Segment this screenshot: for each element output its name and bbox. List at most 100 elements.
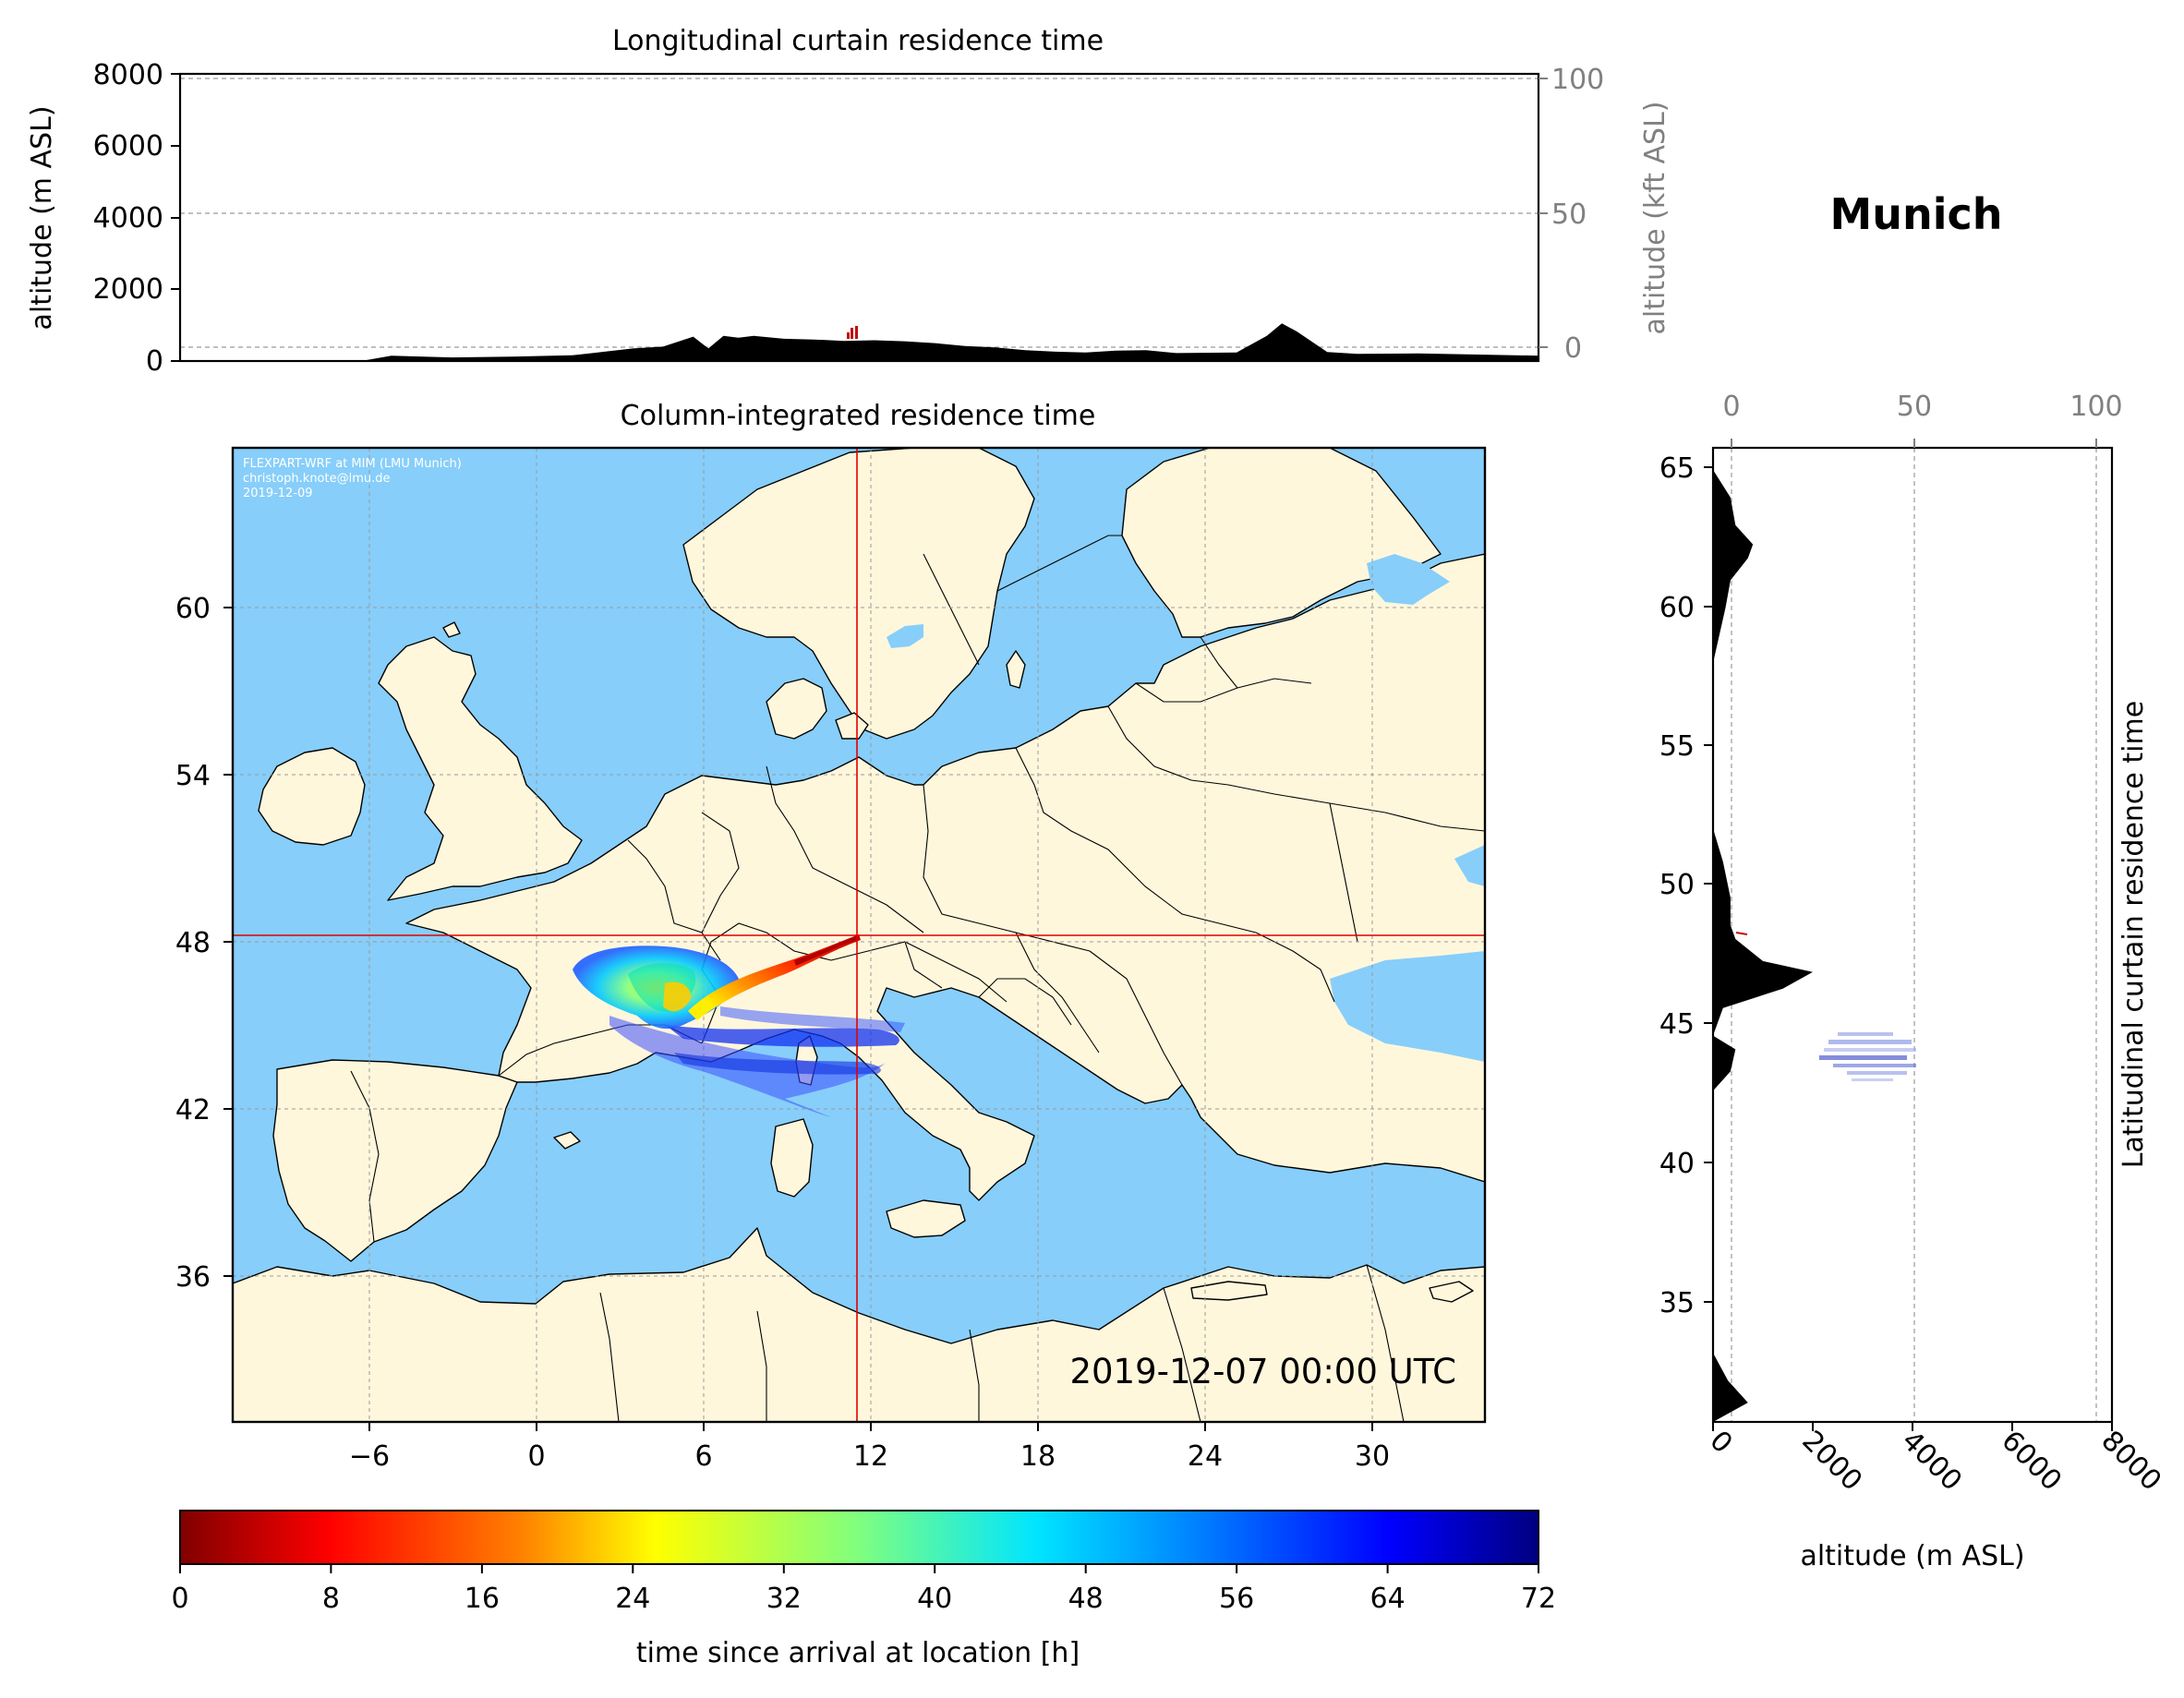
latitudinal-x2tick-label: 100: [2069, 391, 2122, 423]
land-gotland: [1006, 650, 1026, 689]
longitudinal-ytick-label: 6000: [93, 130, 163, 163]
map-xtick-label: 30: [1355, 1440, 1390, 1473]
credit-line-1: FLEXPART-WRF at MIM (LMU Munich): [243, 457, 462, 471]
colorbar-ticks: [179, 1564, 1539, 1573]
longitudinal-gridlines: [180, 78, 1538, 348]
latitudinal-ytick-label: 50: [1659, 869, 1695, 901]
colorbar-tick-label: 16: [465, 1583, 500, 1615]
longitudinal-right-yaxis: 0 50 100: [1538, 64, 1604, 365]
lake-vanern: [887, 624, 923, 648]
latitudinal-x2tick-label: 0: [1722, 391, 1740, 423]
plume-blue-band-2: [674, 1053, 881, 1075]
latitudinal-axes-frame: [1711, 446, 2114, 1424]
map-ytick-label: 48: [175, 927, 211, 959]
land-sardinia: [770, 1118, 814, 1198]
longitudinal-ylabel: altitude (m ASL): [26, 105, 58, 330]
latitudinal-xtick-label: 4000: [1895, 1425, 1968, 1498]
map-ytick-label: 36: [175, 1261, 211, 1294]
latitudinal-blue-plume: [1819, 1032, 1916, 1081]
location-title: Munich: [1829, 189, 2002, 239]
colorbar: 0 8 16 24 32 40 48 56 64 72 time since a…: [171, 1510, 1556, 1669]
longitudinal-y2tick-label: 100: [1551, 64, 1604, 96]
plume-trail-red-narrow: [794, 935, 860, 966]
latitudinal-ytick-label: 35: [1659, 1287, 1695, 1319]
land-balearics: [553, 1131, 581, 1150]
colorbar-label: time since arrival at location [h]: [636, 1637, 1080, 1669]
map-ytick-label: 54: [175, 760, 211, 792]
latitudinal-curtain-panel: 35 40 45 50 55 60 65 0 50 100 0 2000 40 0: [1659, 391, 2167, 1572]
latitudinal-plume-mark: [1735, 932, 1748, 935]
map-ytick-label: 60: [175, 593, 211, 625]
longitudinal-ytick-label: 8000: [93, 59, 163, 91]
land-zealand: [835, 712, 869, 740]
receptor-crosshair: [233, 448, 1485, 1422]
map-xtick-label: 24: [1188, 1440, 1223, 1473]
map-xaxis: −6 0 6 12 18 24 30: [349, 1422, 1390, 1473]
land-cyprus: [1429, 1281, 1474, 1303]
longitudinal-curtain-panel: Longitudinal curtain residence time 0 20…: [26, 25, 1671, 378]
longitudinal-ytick-label: 2000: [93, 273, 163, 306]
latitudinal-xtick-label: 8000: [2094, 1425, 2167, 1498]
credit-text: FLEXPART-WRF at MIM (LMU Munich) christo…: [243, 457, 462, 500]
longitudinal-panel-title: Longitudinal curtain residence time: [612, 25, 1104, 57]
latitudinal-ytick-label: 45: [1659, 1008, 1695, 1041]
map-xtick-label: 12: [853, 1440, 888, 1473]
latitudinal-ytick-label: 60: [1659, 592, 1695, 624]
timestamp-label: 2019-12-07 00:00 UTC: [1069, 1352, 1456, 1391]
land-sicily: [886, 1199, 966, 1238]
colorbar-tick-label: 72: [1521, 1583, 1556, 1615]
latitudinal-ytick-label: 40: [1659, 1148, 1695, 1180]
land-crete: [1190, 1281, 1268, 1301]
credit-line-3: 2019-12-09: [243, 487, 313, 500]
colorbar-tick-label: 8: [322, 1583, 340, 1615]
longitudinal-axes-frame: [178, 72, 1540, 363]
latitudinal-terrain-area: [1713, 448, 1813, 1422]
colorbar-tick-labels: 0 8 16 24 32 40 48 56 64 72: [171, 1583, 1556, 1615]
colorbar-tick-label: 48: [1068, 1583, 1104, 1615]
country-borders: [350, 535, 1485, 1422]
plume-core-yellow: [663, 981, 692, 1012]
map-xtick-label: 18: [1020, 1440, 1056, 1473]
longitudinal-plume-mark: [847, 326, 858, 339]
land-orkney: [442, 621, 461, 638]
black-sea: [1330, 951, 1485, 1062]
caspian-sea-edge: [1454, 845, 1485, 886]
land-north-africa: [233, 1227, 1485, 1422]
latitudinal-xtick-label: 6000: [1995, 1425, 2068, 1498]
longitudinal-y2label: altitude (kft ASL): [1639, 101, 1671, 334]
latitudinal-xtick-label: 2000: [1795, 1425, 1868, 1498]
latitudinal-xlabel: altitude (m ASL): [1800, 1540, 2024, 1572]
map-panel: Column-integrated residence time: [175, 400, 1487, 1473]
colorbar-tick-label: 32: [766, 1583, 802, 1615]
latitudinal-ytick-label: 55: [1659, 730, 1695, 763]
longitudinal-ytick-label: 4000: [93, 202, 163, 235]
credit-line-2: christoph.knote@lmu.de: [243, 472, 391, 486]
colorbar-tick-label: 0: [171, 1583, 188, 1615]
latitudinal-yaxis: 35 40 45 50 55 60 65: [1659, 452, 1713, 1319]
residence-time-plume: [573, 934, 905, 1117]
latitudinal-xtick-label: 0: [1703, 1425, 1738, 1460]
land-ireland: [258, 747, 366, 846]
longitudinal-terrain-area: [180, 323, 1538, 361]
land-great-britain: [378, 636, 583, 901]
lake-ladoga: [1367, 554, 1450, 605]
map-gridlines: [233, 448, 1485, 1422]
plume-blue-band-1: [665, 1025, 899, 1047]
land-denmark: [766, 678, 827, 740]
inland-lakes: [887, 554, 1485, 1062]
longitudinal-y2tick-label: 50: [1551, 199, 1587, 231]
map-xtick-label: 0: [527, 1440, 545, 1473]
land-finland: [1121, 448, 1442, 638]
latitudinal-panel-title: Latitudinal curtain residence time: [2118, 701, 2150, 1168]
longitudinal-ytick-label: 0: [146, 345, 163, 378]
latitudinal-bottom-xaxis: 0 2000 4000 6000 8000: [1703, 1422, 2167, 1498]
colorbar-tick-label: 40: [917, 1583, 952, 1615]
colorbar-tick-label: 24: [615, 1583, 650, 1615]
longitudinal-left-yaxis: 0 2000 4000 6000 8000: [93, 59, 180, 378]
longitudinal-y2tick-label: 0: [1564, 332, 1582, 365]
map-yaxis: 36 42 48 54 60: [175, 593, 233, 1294]
plume-blue-band-3: [720, 1006, 905, 1032]
map-ytick-label: 42: [175, 1094, 211, 1126]
map-xtick-label: −6: [349, 1440, 390, 1473]
